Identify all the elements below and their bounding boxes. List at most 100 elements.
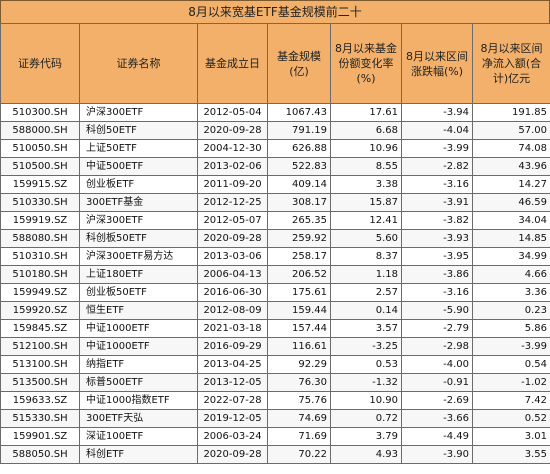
- cell-share-change: 0.14: [330, 301, 402, 320]
- cell-name: 中证500ETF: [79, 157, 198, 176]
- cell-size: 522.83: [267, 157, 331, 176]
- table-body: 510300.SH 沪深300ETF 2012-05-04 1067.43 17.61-…: [0, 103, 550, 464]
- cell-share-change: 0.72: [330, 409, 402, 428]
- cell-name: 纳指ETF: [79, 355, 198, 374]
- header-date: 基金成立日: [197, 23, 268, 104]
- cell-code: 159919.SZ: [0, 211, 80, 230]
- cell-code: 512100.SH: [0, 337, 80, 356]
- cell-share-change: 1.18: [330, 265, 402, 284]
- table-title: 8月以来宽基ETF基金规模前二十: [0, 0, 550, 24]
- cell-size: 259.92: [267, 229, 331, 248]
- cell-return: -4.04: [401, 121, 473, 140]
- cell-size: 70.22: [267, 445, 331, 464]
- cell-share-change: 3.38: [330, 175, 402, 194]
- cell-share-change: 3.79: [330, 427, 402, 446]
- cell-date: 2006-04-13: [197, 265, 268, 284]
- cell-share-change: 15.87: [330, 193, 402, 212]
- cell-net-flow: 14.27: [472, 175, 550, 194]
- cell-code: 159949.SZ: [0, 283, 80, 302]
- table-row: 510180.SH 上证180ETF 2006-04-13 206.52 1.18 -3.…: [0, 265, 550, 284]
- cell-net-flow: 14.85: [472, 229, 550, 248]
- cell-date: 2019-12-05: [197, 409, 268, 428]
- cell-net-flow: 46.59: [472, 193, 550, 212]
- cell-net-flow: 3.36: [472, 283, 550, 302]
- cell-size: 265.35: [267, 211, 331, 230]
- cell-code: 510300.SH: [0, 103, 80, 122]
- table-row: 159949.SZ 创业板50ETF 2016-06-30 175.61 2.57 -3.…: [0, 283, 550, 302]
- table-row: 510300.SH 沪深300ETF 2012-05-04 1067.43 17.61-…: [0, 103, 550, 122]
- cell-name: 标普500ETF: [79, 373, 198, 392]
- cell-name: 沪深300ETF: [79, 211, 198, 230]
- table-row: 513500.SH 标普500ETF 2013-12-05 76.30 -1.32 -0.…: [0, 373, 550, 392]
- cell-net-flow: 0.23: [472, 301, 550, 320]
- cell-size: 157.44: [267, 319, 331, 338]
- cell-date: 2012-12-25: [197, 193, 268, 212]
- cell-share-change: 10.96: [330, 139, 402, 158]
- cell-size: 258.17: [267, 247, 331, 266]
- cell-share-change: 6.68: [330, 121, 402, 140]
- header-code: 证券代码: [0, 23, 80, 104]
- table-row: 510330.SH 300ETF基金 2012-12-25 308.17 15.87 -3…: [0, 193, 550, 212]
- cell-date: 2013-02-06: [197, 157, 268, 176]
- table-row: 588000.SH 科创50ETF 2020-09-28 791.19 6.68 -4.0…: [0, 121, 550, 140]
- cell-date: 2012-08-09: [197, 301, 268, 320]
- cell-code: 510180.SH: [0, 265, 80, 284]
- cell-return: -2.79: [401, 319, 473, 338]
- header-share-change: 8月以来基金份额变化率(%): [330, 23, 402, 104]
- cell-date: 2022-07-28: [197, 391, 268, 410]
- table-row: 159920.SZ 恒生ETF 2012-08-09 159.44 0.14 -5.90 0…: [0, 301, 550, 320]
- cell-code: 159845.SZ: [0, 319, 80, 338]
- cell-name: 创业板ETF: [79, 175, 198, 194]
- cell-date: 2016-06-30: [197, 283, 268, 302]
- table-row: 159845.SZ 中证1000ETF 2021-03-18 157.44 3.57 -2…: [0, 319, 550, 338]
- cell-return: -2.69: [401, 391, 473, 410]
- cell-return: -3.16: [401, 283, 473, 302]
- cell-net-flow: 191.85: [472, 103, 550, 122]
- cell-code: 515330.SH: [0, 409, 80, 428]
- cell-size: 1067.43: [267, 103, 331, 122]
- cell-return: -3.82: [401, 211, 473, 230]
- cell-net-flow: 0.54: [472, 355, 550, 374]
- cell-name: 上证50ETF: [79, 139, 198, 158]
- table-row: 513100.SH 纳指ETF 2013-04-25 92.29 0.53 -4.00 0.…: [0, 355, 550, 374]
- cell-size: 74.69: [267, 409, 331, 428]
- cell-share-change: 2.57: [330, 283, 402, 302]
- cell-date: 2012-05-07: [197, 211, 268, 230]
- cell-code: 159633.SZ: [0, 391, 80, 410]
- cell-code: 159920.SZ: [0, 301, 80, 320]
- cell-date: 2011-09-20: [197, 175, 268, 194]
- cell-return: -3.90: [401, 445, 473, 464]
- cell-net-flow: 0.52: [472, 409, 550, 428]
- cell-share-change: 4.93: [330, 445, 402, 464]
- cell-date: 2013-12-05: [197, 373, 268, 392]
- cell-return: -4.00: [401, 355, 473, 374]
- cell-return: -3.94: [401, 103, 473, 122]
- header-name: 证券名称: [79, 23, 198, 104]
- cell-return: -5.90: [401, 301, 473, 320]
- cell-net-flow: -3.99: [472, 337, 550, 356]
- cell-code: 159901.SZ: [0, 427, 80, 446]
- cell-code: 510500.SH: [0, 157, 80, 176]
- table-row: 510310.SH 沪深300ETF易方达 2013-03-06 258.17 8.37…: [0, 247, 550, 266]
- cell-net-flow: 34.99: [472, 247, 550, 266]
- cell-code: 510050.SH: [0, 139, 80, 158]
- cell-name: 中证1000ETF: [79, 319, 198, 338]
- cell-share-change: 8.37: [330, 247, 402, 266]
- cell-name: 300ETF天弘: [79, 409, 198, 428]
- cell-code: 513100.SH: [0, 355, 80, 374]
- cell-return: -0.91: [401, 373, 473, 392]
- table-row: 515330.SH 300ETF天弘 2019-12-05 74.69 0.72 -3.6…: [0, 409, 550, 428]
- table-row: 510050.SH 上证50ETF 2004-12-30 626.88 10.96 -3.…: [0, 139, 550, 158]
- cell-size: 76.30: [267, 373, 331, 392]
- cell-return: -2.98: [401, 337, 473, 356]
- table-row: 159919.SZ 沪深300ETF 2012-05-07 265.35 12.41 -3…: [0, 211, 550, 230]
- cell-code: 510310.SH: [0, 247, 80, 266]
- cell-share-change: 0.53: [330, 355, 402, 374]
- cell-share-change: 8.55: [330, 157, 402, 176]
- cell-name: 科创ETF: [79, 445, 198, 464]
- table-row: 159915.SZ 创业板ETF 2011-09-20 409.14 3.38 -3.16…: [0, 175, 550, 194]
- cell-date: 2021-03-18: [197, 319, 268, 338]
- cell-name: 沪深300ETF: [79, 103, 198, 122]
- cell-name: 上证180ETF: [79, 265, 198, 284]
